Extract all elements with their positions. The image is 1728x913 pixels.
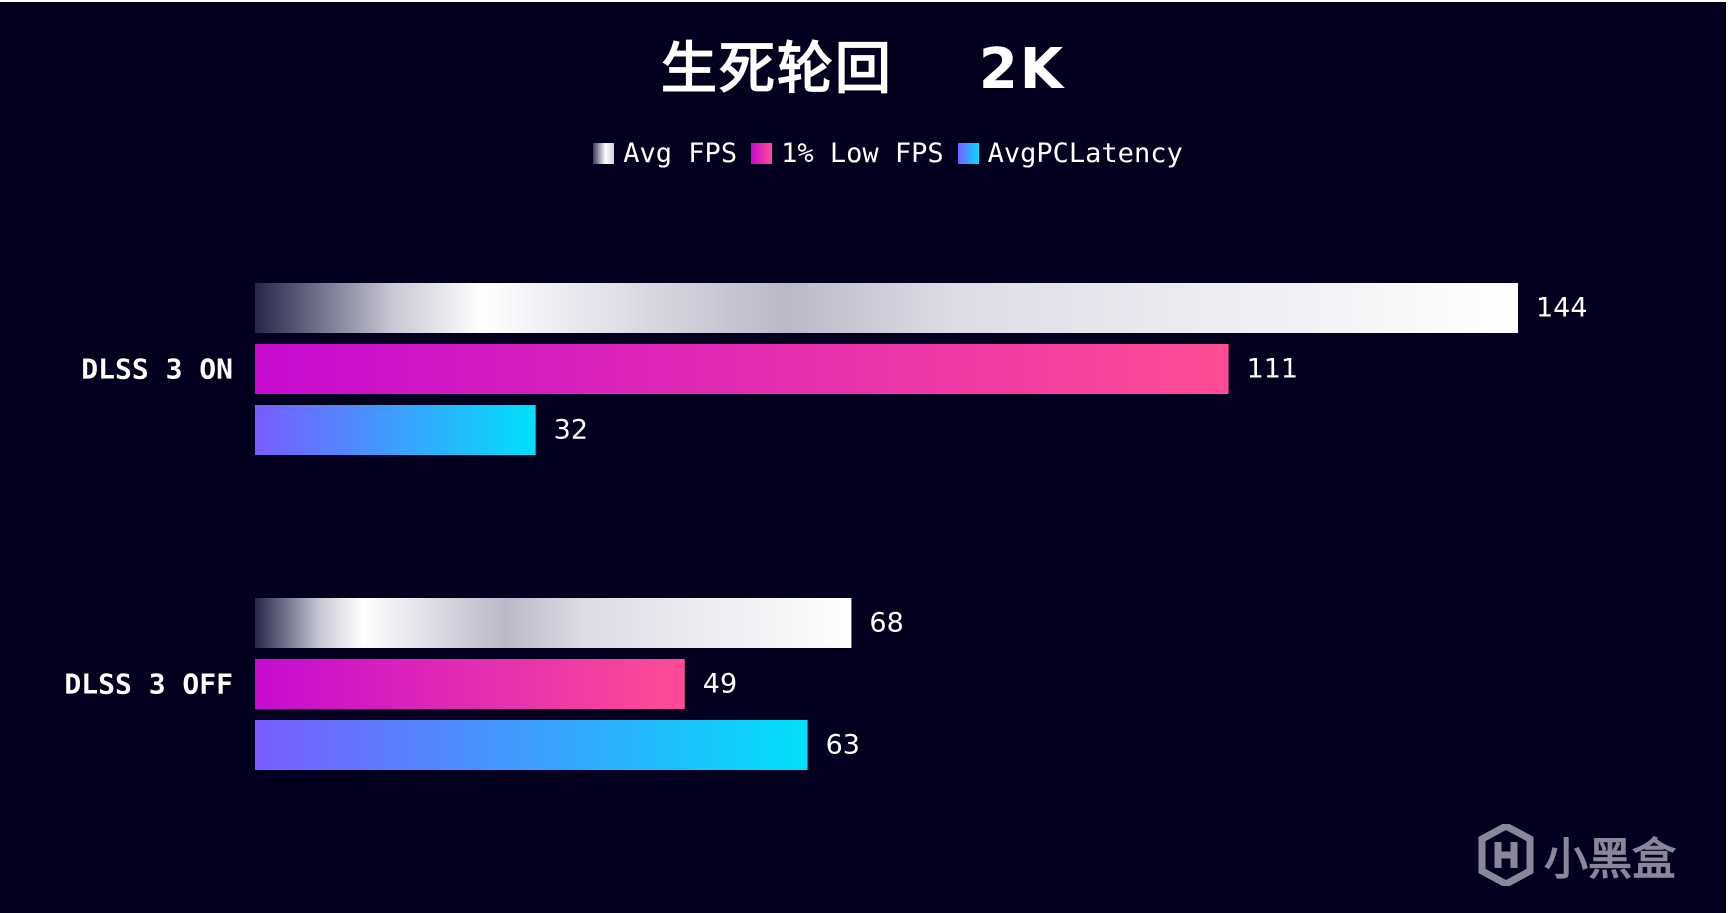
chart-title: 生死轮回 2K [660,37,1066,102]
bar-1pct-low-fps-dlss-3-off [255,659,685,709]
legend: Avg FPS 1% Low FPS AvgPCLatency [0,138,1726,169]
value-label-1pct-low-fps-dlss-3-on: 111 [1247,354,1299,385]
bar-avg-fps-dlss-3-on [255,283,1518,333]
legend-item-avg-pc-latency: AvgPCLatency [957,138,1183,169]
heybox-logo-icon [1478,824,1534,886]
legend-label-avg-fps: Avg FPS [623,138,738,169]
bar-1pct-low-fps-dlss-3-on [255,344,1229,394]
bar-avgpclatency-dlss-3-on [255,405,536,455]
legend-item-1pct-low-fps: 1% Low FPS [751,138,944,169]
legend-item-avg-fps: Avg FPS [593,138,737,169]
category-label-dlss-3-off: DLSS 3 OFF [64,668,233,701]
bar-avgpclatency-dlss-3-off [255,720,808,770]
legend-label-1pct-low-fps: 1% Low FPS [781,138,944,169]
value-label-avgpclatency-dlss-3-on: 32 [554,415,588,446]
value-label-avgpclatency-dlss-3-off: 63 [826,730,860,761]
legend-label-avg-pc-latency: AvgPCLatency [987,138,1183,169]
value-label-avg-fps-dlss-3-off: 68 [869,608,903,639]
value-label-avg-fps-dlss-3-on: 144 [1536,293,1588,324]
watermark-text: 小黑盒 [1544,834,1676,885]
legend-swatch-avg-fps [593,143,615,164]
category-label-dlss-3-on: DLSS 3 ON [81,353,233,386]
legend-swatch-1pct-low-fps [751,143,773,164]
value-label-1pct-low-fps-dlss-3-off: 49 [703,669,737,700]
bars-group: DLSS 3 ON 144 111 32 DLSS 3 OFF 68 49 63 [64,283,1588,770]
legend-swatch-avg-pc-latency [957,143,979,164]
watermark: 小黑盒 [1478,823,1676,887]
bar-avg-fps-dlss-3-off [255,598,852,648]
